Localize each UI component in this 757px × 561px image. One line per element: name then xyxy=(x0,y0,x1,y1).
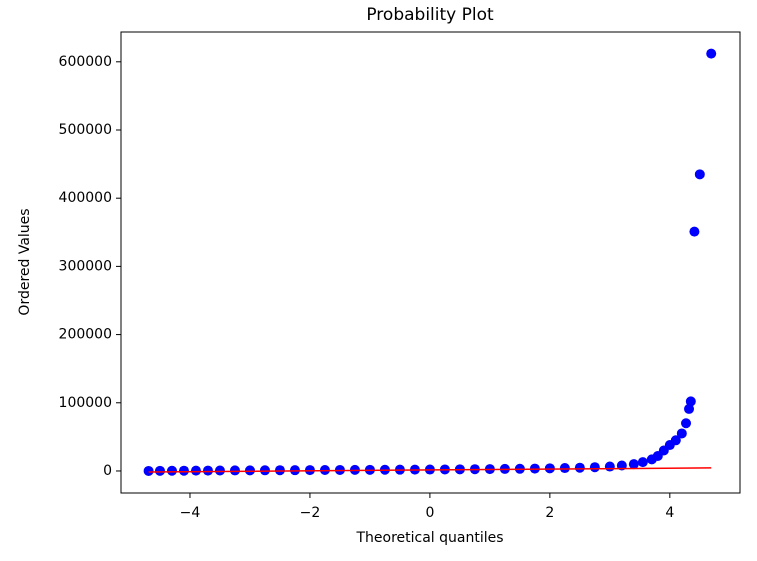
point xyxy=(604,461,615,472)
point xyxy=(694,169,705,180)
plot-frame xyxy=(120,31,741,494)
point xyxy=(628,459,639,470)
point xyxy=(154,465,165,476)
point xyxy=(559,463,570,474)
point xyxy=(706,48,717,59)
y-tick-label: 200000 xyxy=(59,327,112,343)
point xyxy=(214,465,225,476)
point xyxy=(166,465,177,476)
chart-title: Probability Plot xyxy=(366,5,494,25)
point xyxy=(143,465,154,476)
y-tick-label: 300000 xyxy=(59,258,112,274)
x-tick-label: 2 xyxy=(545,505,554,521)
point xyxy=(681,418,692,429)
fit-line xyxy=(148,467,712,473)
point xyxy=(676,428,687,439)
y-tick-label: 500000 xyxy=(59,122,112,138)
point xyxy=(190,465,201,476)
x-tick-label: 4 xyxy=(665,505,674,521)
point xyxy=(689,226,700,237)
point xyxy=(589,462,600,473)
point xyxy=(178,465,189,476)
x-axis-label: Theoretical quantiles xyxy=(355,530,503,546)
point xyxy=(574,462,585,473)
point xyxy=(637,457,648,468)
y-axis-label: Ordered Values xyxy=(17,208,33,315)
point xyxy=(685,396,696,407)
point xyxy=(274,465,285,476)
point xyxy=(259,465,270,476)
y-tick-label: 0 xyxy=(103,463,112,479)
x-tick-label: 0 xyxy=(425,505,434,521)
x-tick-label: −4 xyxy=(180,505,201,521)
x-tick-label: −2 xyxy=(300,505,321,521)
point xyxy=(544,463,555,474)
y-tick-label: 400000 xyxy=(59,190,112,206)
point xyxy=(670,435,681,446)
point xyxy=(202,465,213,476)
y-tick-label: 100000 xyxy=(59,395,112,411)
point xyxy=(684,403,695,414)
point xyxy=(229,465,240,476)
point xyxy=(244,465,255,476)
y-tick-label: 600000 xyxy=(59,54,112,70)
point xyxy=(289,465,300,476)
